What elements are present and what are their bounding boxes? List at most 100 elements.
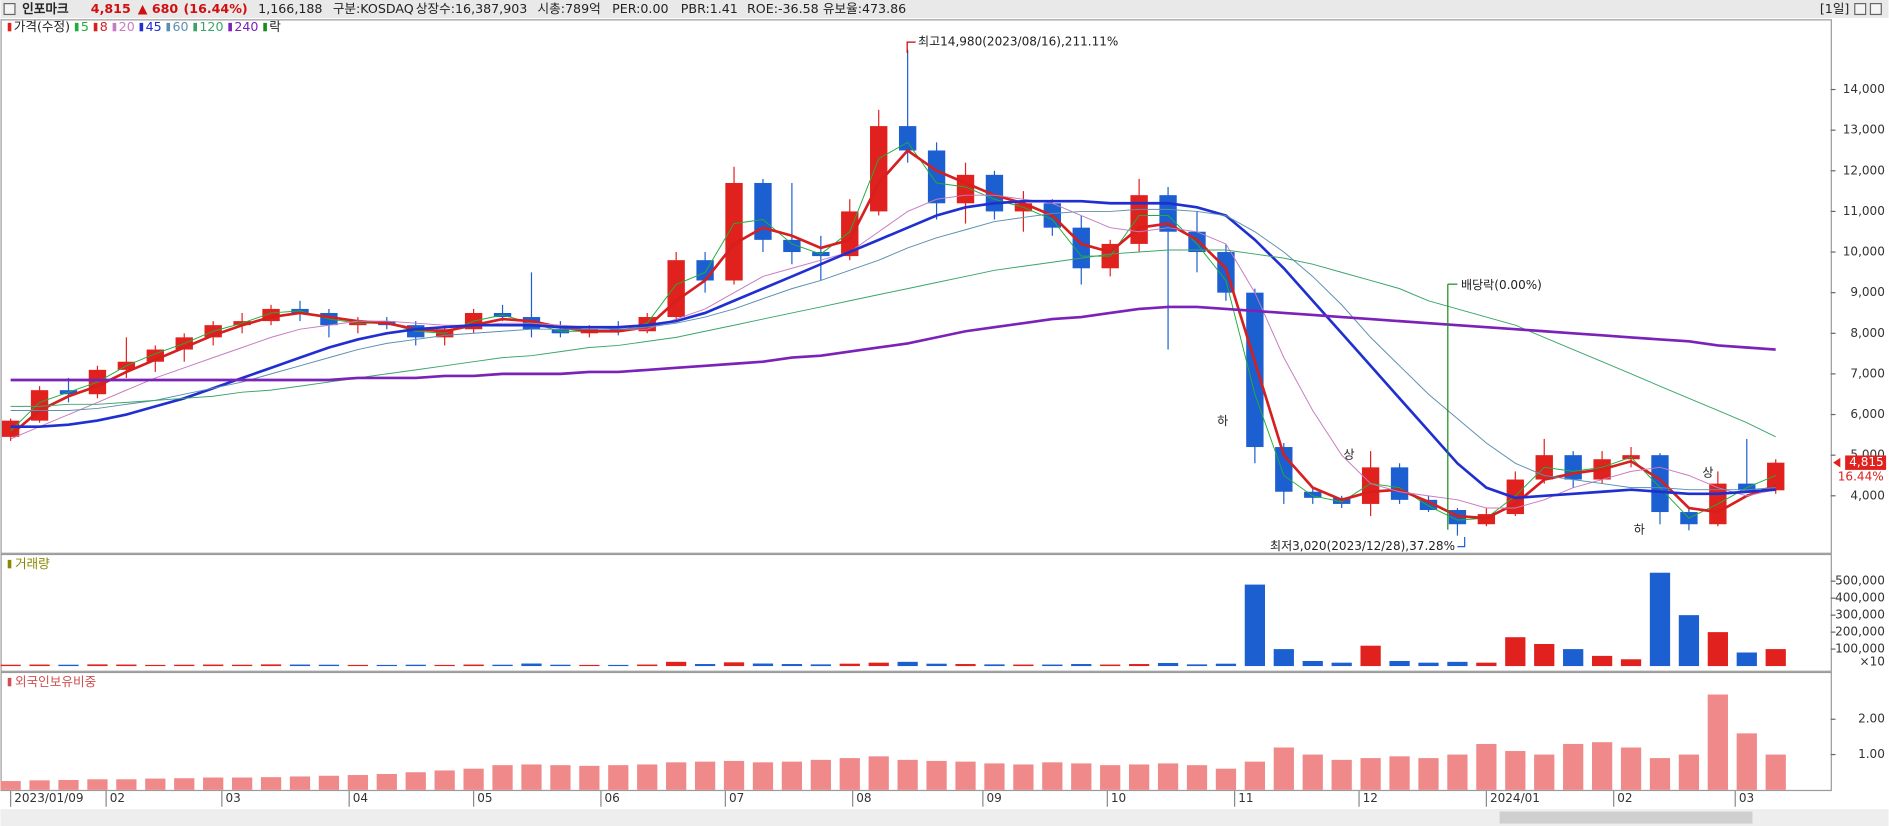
bar [1186,765,1208,790]
bar [637,764,658,790]
annotation: 최고14,980(2023/08/16),211.11% [918,35,1118,49]
bar [1649,572,1671,667]
period-button[interactable]: [1일] [1820,1,1850,16]
legend-swatch [263,22,267,32]
bar [1244,761,1266,790]
bar [694,761,716,790]
bar [752,663,774,667]
y-tick-label: 7,000 [1850,366,1884,380]
bar [1707,694,1728,790]
bar [550,765,571,790]
bar [1100,664,1121,667]
bar [984,763,1005,790]
bar [29,780,50,790]
annotation-arrow [906,41,916,53]
bar [405,772,426,790]
bar [260,777,282,790]
bar [1591,655,1613,667]
bar [1418,662,1439,667]
moving-average [10,141,1776,521]
bar [1649,758,1671,790]
bar [1042,664,1063,667]
bar [752,762,774,790]
bar [1447,661,1468,667]
bar [1534,754,1555,790]
bar [289,776,311,790]
legend-entry: 120 [199,19,223,34]
last-price-label: 4,815 [1849,455,1883,469]
y-tick-label: 8,000 [1850,326,1884,340]
bar [1678,615,1700,667]
bar [1591,742,1613,790]
candle-body [696,260,714,281]
header-bar [0,0,1889,19]
legend-entry: 락 [269,19,281,34]
info: ROE:-36.58 [747,1,819,16]
bar [1244,584,1266,667]
bar [1013,764,1034,790]
y-tick-label: 14,000 [1843,82,1885,96]
annotation: 배당락(0.00%) [1461,278,1542,292]
bar [1620,659,1642,667]
bar [1013,664,1034,667]
bar [1736,733,1757,790]
window-button[interactable] [3,3,16,16]
bar [955,664,976,667]
bar [839,758,860,790]
bar [58,779,79,790]
bar [839,663,860,667]
panel-title: 거래량 [15,556,50,571]
x-tick-label: 03 [1739,791,1754,805]
window-button[interactable] [1869,3,1882,16]
bar [1071,664,1092,667]
y-tick-label: 1.00 [1858,747,1885,761]
x-tick-label: 05 [477,791,492,805]
bar [203,664,224,667]
candle-body [841,211,859,257]
bar [1389,660,1410,667]
info: 유보율:473.86 [823,1,906,16]
scrollbar[interactable] [0,809,1889,826]
bar [955,761,976,790]
x-tick-label: 09 [986,791,1001,805]
x-tick-label: 07 [729,791,744,805]
bar [1302,660,1323,667]
bar [579,664,600,667]
info: 시총:789억 [538,1,601,16]
bar [434,664,455,667]
legend-swatch [228,22,232,32]
bar [1765,649,1786,667]
bar [174,778,195,790]
legend-swatch [74,22,79,32]
window-button[interactable] [1854,3,1867,16]
bar [318,775,340,790]
info: PBR:1.41 [681,1,738,16]
annotation: 하 [1634,522,1645,536]
scroll-thumb[interactable] [1499,811,1753,824]
x-tick-label: 02 [110,791,125,805]
bar [492,765,513,790]
bar [1129,664,1150,667]
bar [637,664,658,667]
y-tick-label: 13,000 [1843,123,1885,137]
moving-average [10,194,1776,509]
legend-swatch [112,22,117,32]
candle-body [667,260,685,318]
bar [1447,754,1468,790]
bar [608,664,629,667]
x-tick-label: 10 [1111,791,1126,805]
x-tick-label: 11 [1238,791,1253,805]
bar [405,664,426,667]
bar [1476,662,1497,667]
bar [87,664,108,667]
x-tick-label: 2024/01 [1490,791,1540,805]
bar [1765,754,1786,790]
legend-entry: 60 [172,19,188,34]
x-tick-label: 06 [605,791,620,805]
bar [145,664,166,667]
bar [347,775,368,790]
candle-body [1304,491,1322,498]
bar [1302,754,1323,790]
bar [376,664,397,667]
bar [434,770,455,790]
